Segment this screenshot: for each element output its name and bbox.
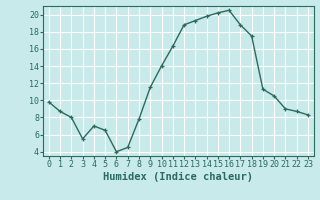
X-axis label: Humidex (Indice chaleur): Humidex (Indice chaleur) [103, 172, 253, 182]
